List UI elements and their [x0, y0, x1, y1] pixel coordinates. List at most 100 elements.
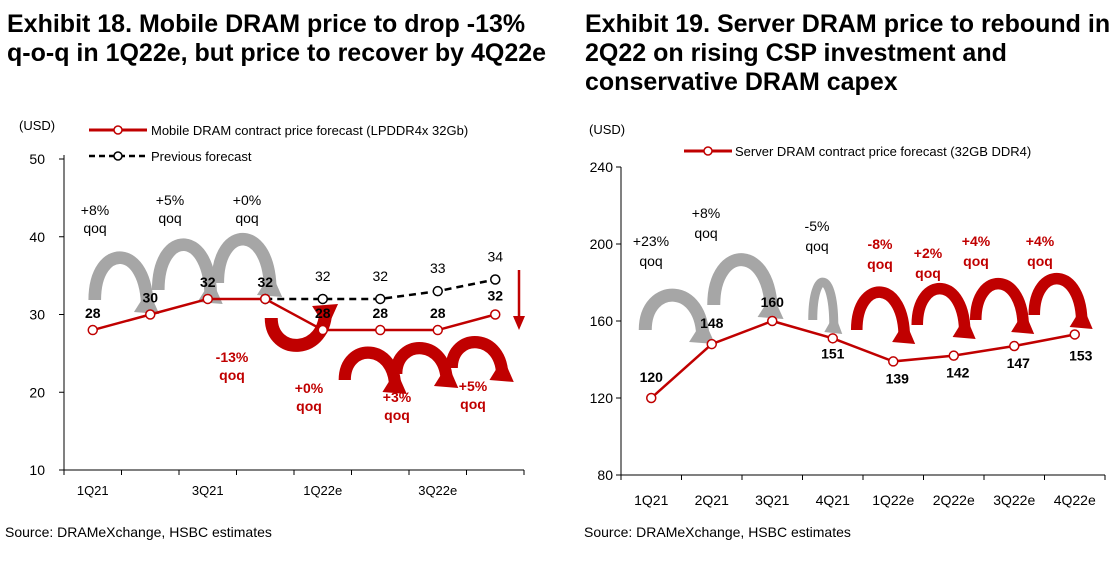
- legend-main-marker: [703, 146, 713, 156]
- growth-arrow-3: [911, 282, 976, 339]
- growth-arrow-3-body: [211, 232, 277, 294]
- qoq-change-label: +0%: [233, 192, 261, 208]
- growth-arrow-5-head: [433, 363, 459, 388]
- server-dram-price-point: [767, 315, 778, 327]
- mobile-dram-data-label: 28: [85, 305, 101, 321]
- server-dram-price-point: [1009, 340, 1020, 352]
- decline-arrow-1-head: [824, 313, 843, 334]
- server-dram-data-label: 148: [700, 315, 724, 331]
- qoq-change-unit: qoq: [158, 210, 181, 226]
- x-tick-label: 2Q21: [695, 492, 729, 508]
- growth-arrow-1-body: [88, 251, 154, 311]
- qoq-change-label: -8%: [868, 236, 893, 252]
- qoq-change-unit: qoq: [296, 398, 322, 414]
- mobile-dram-price-point: [260, 293, 271, 305]
- previous-forecast-data-label: 34: [487, 249, 503, 265]
- qoq-change-label: +2%: [914, 245, 943, 261]
- qoq-change-label: +8%: [692, 205, 720, 221]
- forecast-drop-arrow-head: [513, 316, 525, 330]
- decline-arrow-1: [808, 277, 843, 334]
- qoq-change-label: +23%: [633, 233, 669, 249]
- growth-arrow-4-body: [969, 277, 1030, 331]
- x-tick-label: 1Q21: [634, 492, 668, 508]
- mobile-dram-data-label: 32: [487, 288, 503, 304]
- exhibit-18-panel: Exhibit 18. Mobile DRAM price to drop -1…: [5, 10, 547, 540]
- server-dram-price-point: [1069, 329, 1080, 340]
- previous-forecast-point: [432, 285, 443, 297]
- mobile-dram-data-label: 28: [315, 305, 331, 321]
- growth-arrow-1: [88, 251, 160, 314]
- mobile-dram-price-point: [87, 324, 98, 336]
- x-tick-label: 1Q21: [77, 483, 109, 498]
- qoq-change-unit: qoq: [915, 265, 941, 281]
- y-tick-label: 30: [29, 307, 45, 323]
- qoq-change-unit: qoq: [694, 225, 717, 241]
- growth-arrow-5-body: [1028, 272, 1088, 326]
- server-dram-data-label: 160: [761, 294, 785, 310]
- y-tick-label: 50: [29, 151, 45, 167]
- qoq-change-label: -5%: [805, 218, 830, 234]
- previous-forecast-point: [375, 293, 386, 305]
- x-tick-label: 3Q22e: [993, 492, 1035, 508]
- mobile-dram-data-label: 28: [430, 305, 446, 321]
- server-dram-data-label: 120: [640, 369, 664, 385]
- qoq-change-label: +4%: [962, 233, 991, 249]
- qoq-change-label: +5%: [156, 192, 184, 208]
- y-tick-label: 240: [590, 159, 614, 175]
- previous-forecast-point: [317, 293, 328, 305]
- exhibit-18-source: Source: DRAMeXchange, HSBC estimates: [5, 524, 272, 540]
- growth-arrow-2: [707, 253, 784, 319]
- qoq-change-unit: qoq: [83, 220, 106, 236]
- mobile-dram-data-label: 32: [200, 274, 216, 290]
- growth-arrow-3: [211, 232, 283, 297]
- qoq-change-unit: qoq: [867, 256, 893, 272]
- server-dram-price-point: [888, 356, 899, 367]
- y-tick-label: 120: [590, 390, 614, 406]
- y-tick-label: 80: [597, 467, 613, 483]
- growth-arrow-5-head: [1069, 305, 1093, 329]
- mobile-dram-data-label: 32: [257, 274, 273, 290]
- server-dram-price-point: [706, 338, 717, 350]
- growth-arrow-6-head: [489, 357, 514, 382]
- x-tick-label: 4Q22e: [1054, 492, 1096, 508]
- mobile-dram-price-point: [490, 309, 501, 320]
- qoq-change-label: +4%: [1026, 233, 1055, 249]
- mobile-dram-data-label: 30: [142, 290, 158, 306]
- legend-main-label: Mobile DRAM contract price forecast (LPD…: [151, 123, 468, 138]
- y-tick-label: 40: [29, 229, 45, 245]
- server-dram-data-label: 139: [886, 370, 910, 386]
- server-dram-data-label: 142: [946, 365, 970, 381]
- growth-arrow-1-head: [689, 318, 716, 344]
- server-dram-price-point: [827, 333, 838, 344]
- qoq-change-label: +0%: [295, 380, 324, 396]
- y-tick-label: 20: [29, 384, 45, 400]
- qoq-change-unit: qoq: [219, 367, 245, 383]
- qoq-change-unit: qoq: [639, 253, 662, 269]
- decline-arrow-2: [850, 286, 916, 344]
- growth-arrow-4-head: [1011, 310, 1035, 334]
- growth-arrow-6: [445, 336, 514, 382]
- server-dram-data-label: 147: [1007, 355, 1031, 371]
- qoq-change-label: +5%: [459, 378, 488, 394]
- x-tick-label: 2Q22e: [933, 492, 975, 508]
- qoq-change-unit: qoq: [963, 253, 989, 269]
- exhibit-19-panel: Exhibit 19. Server DRAM price to rebound…: [559, 0, 1118, 562]
- y-tick-label: 200: [590, 236, 614, 252]
- exhibit-18-title: Exhibit 18. Mobile DRAM price to drop -1…: [7, 10, 547, 67]
- decline-arrow-2-body: [850, 286, 911, 341]
- x-tick-label: 1Q22e: [872, 492, 914, 508]
- legend-main-label: Server DRAM contract price forecast (32G…: [735, 144, 1031, 159]
- y-axis-unit-label: (USD): [19, 118, 55, 133]
- qoq-change-unit: qoq: [384, 407, 410, 423]
- mobile-dram-price-point: [317, 324, 328, 336]
- server-dram-chart: (USD) 80 120 160 200 240 1Q21 2Q21 3Q21 4Q21 1Q22e…: [589, 122, 1106, 508]
- mobile-dram-price-line: [92, 297, 496, 332]
- growth-arrow-4: [338, 346, 407, 394]
- mobile-dram-chart: (USD) 10 20 30 40 50 1Q21 3Q21 1Q22e 3Q22e Mobile …: [19, 118, 525, 498]
- legend-prev-marker: [113, 151, 123, 161]
- growth-arrow-2-body: [151, 238, 218, 301]
- previous-forecast-data-label: 33: [430, 260, 446, 276]
- mobile-dram-price-point: [375, 324, 386, 336]
- exhibit-19-source: Source: DRAMeXchange, HSBC estimates: [584, 524, 851, 540]
- server-dram-price-line: [650, 319, 1075, 399]
